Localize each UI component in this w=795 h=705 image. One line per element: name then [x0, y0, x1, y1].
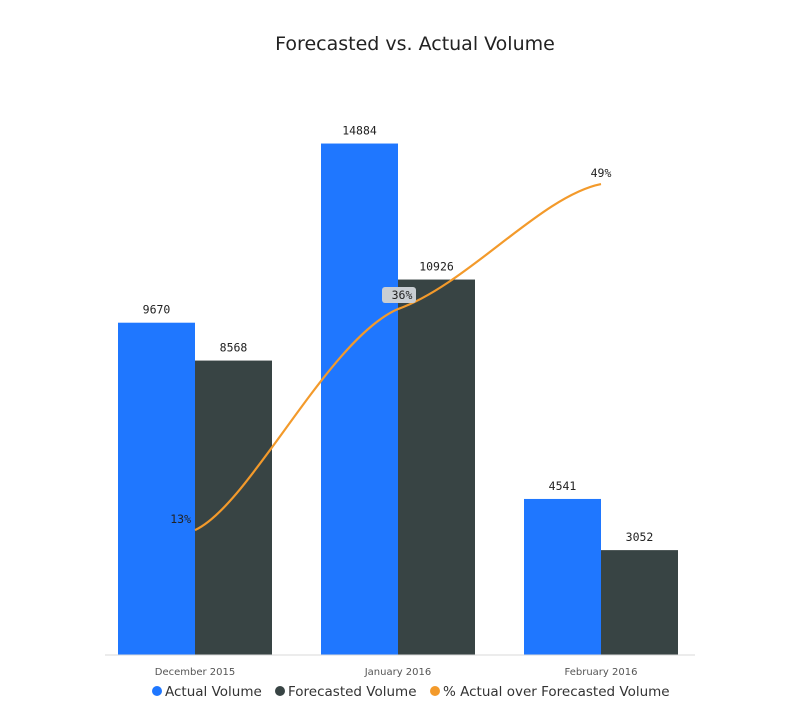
legend-item-actual[interactable]: Actual Volume: [152, 684, 262, 700]
line-pct-actual-over-forecasted: [194, 183, 602, 532]
data-label-forecasted-2: 10926: [419, 260, 454, 274]
bar-forecasted-3: [601, 550, 678, 655]
line-layer: [194, 183, 602, 532]
data-label-forecasted-3: 3052: [626, 530, 654, 544]
data-label-pct-2: 36%: [392, 288, 413, 302]
bar-forecasted-1: [195, 360, 272, 655]
legend-marker-forecasted: [275, 686, 285, 696]
bars-layer: [118, 143, 678, 656]
legend-marker-actual: [152, 686, 162, 696]
legend-item-pct[interactable]: % Actual over Forecasted Volume: [430, 684, 670, 700]
bar-actual-2: [321, 143, 398, 656]
data-label-actual-2: 14884: [342, 124, 377, 138]
data-label-forecasted-1: 8568: [220, 341, 248, 355]
bar-forecasted-2: [398, 279, 475, 655]
legend-label-actual: Actual Volume: [165, 684, 262, 700]
chart-title: Forecasted vs. Actual Volume: [275, 33, 555, 55]
legend-label-pct: % Actual over Forecasted Volume: [443, 684, 670, 700]
data-label-actual-3: 4541: [549, 479, 577, 493]
x-axis-ticks: December 2015 January 2016 February 2016: [155, 667, 638, 678]
legend-label-forecasted: Forecasted Volume: [288, 684, 417, 700]
legend[interactable]: Actual Volume Forecasted Volume % Actual o…: [152, 684, 670, 700]
legend-marker-pct: [430, 686, 440, 696]
bar-actual-3: [524, 498, 601, 655]
x-tick-label-1: December 2015: [155, 667, 235, 678]
x-tick-label-2: January 2016: [364, 667, 432, 678]
x-tick-label-3: February 2016: [565, 667, 638, 678]
bar-actual-1: [118, 322, 195, 655]
data-label-pct-1: 13%: [170, 512, 191, 526]
data-label-actual-1: 9670: [143, 303, 171, 317]
labels-layer: 9670 14884 4541 8568 10926 3052 13% 36% 49%: [143, 124, 654, 545]
legend-item-forecasted[interactable]: Forecasted Volume: [275, 684, 417, 700]
data-label-pct-3: 49%: [591, 166, 612, 180]
data-label-bg-pct-2: [382, 287, 416, 304]
